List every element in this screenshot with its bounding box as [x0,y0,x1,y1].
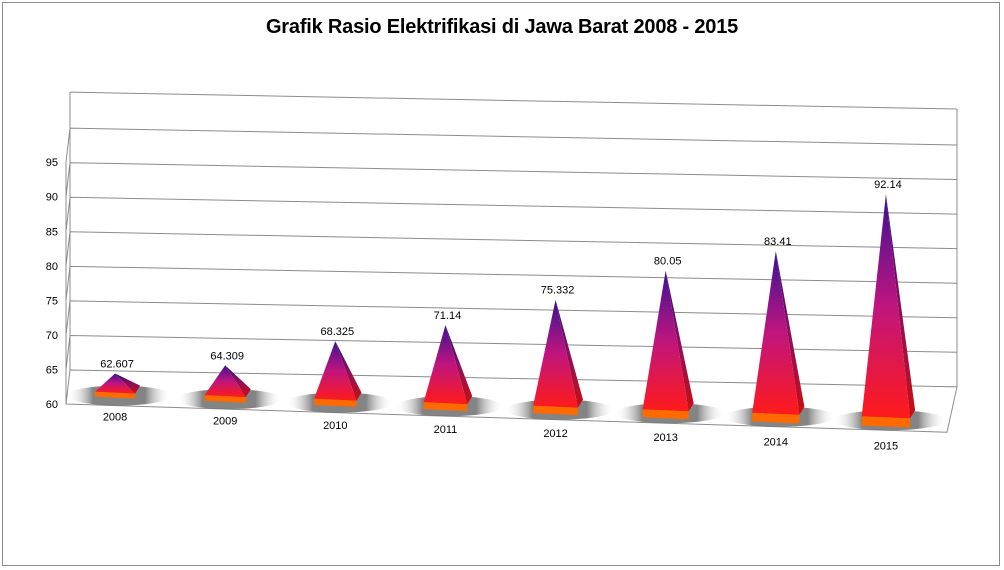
data-label: 92.14 [874,179,902,191]
pyramid-bar [861,194,916,428]
x-tick-label: 2014 [764,436,788,448]
gridline [65,162,958,197]
pyramid-bar [95,373,141,399]
pyramid-front-face [314,341,357,401]
pyramid-bar [642,270,694,420]
pyramid-front-face [204,365,246,398]
x-tick-label: 2011 [434,424,458,436]
y-tick-label: 90 [46,192,58,204]
x-tick-label: 2013 [653,432,677,444]
pyramid-side-face [775,250,805,415]
pyramid-side-face [225,365,251,398]
pyramid-bar [752,250,805,424]
y-tick-label: 70 [46,330,58,342]
pyramid-bar [204,365,251,403]
data-label: 83.41 [764,236,792,248]
back-wall-top-edge [69,91,958,110]
data-labels: 62.607 64.309 68.325 71.14 75.332 80.05 83.41 9… [100,179,901,370]
pyramid-side-face [335,341,362,401]
y-tick-label: 60 [46,399,58,411]
data-label: 71.14 [434,310,462,322]
x-axis-ticks: 2008 2009 2010 2011 2012 2013 2014 2015 [103,412,898,453]
pyramid-side-face [555,299,583,408]
x-tick-label: 2010 [323,420,347,432]
pyramid-series [95,194,916,428]
gridline [65,334,958,370]
x-tick-label: 2012 [543,428,567,440]
pyramid-front-face [861,194,911,419]
y-tick-label: 65 [46,364,58,376]
gridline [65,231,958,266]
data-label: 75.332 [541,285,575,297]
pyramid-base-plate [423,402,468,411]
pyramid-base-plate [95,391,136,399]
y-tick-label: 95 [46,157,58,169]
y-tick-label: 80 [46,261,58,273]
pyramid-base-plate [533,405,578,416]
pyramid-bar [533,299,583,416]
gridline [65,127,958,163]
pyramid-front-face [423,325,468,405]
gridline [65,300,958,335]
pyramid-base-plate [752,412,800,424]
pyramid-side-face [115,373,141,394]
x-tick-label: 2009 [213,416,237,428]
data-label: 62.607 [100,359,134,371]
pyramid-front-face [752,250,800,415]
x-tick-label: 2015 [874,440,898,452]
data-label: 64.309 [210,350,244,362]
x-tick-label: 2008 [103,412,127,424]
pyramid-bar [423,325,473,411]
gridline [65,196,958,232]
data-label: 68.325 [320,326,354,338]
data-label: 80.05 [654,256,682,268]
pyramid-side-face [665,270,694,412]
y-tick-label: 75 [46,295,58,307]
pyramid-base-plate [204,395,246,403]
pyramid-front-face [95,373,136,394]
pyramid-bar [314,341,362,407]
chart-title: Grafik Rasio Elektrifikasi di Jawa Barat… [265,16,739,38]
pyramid-base-plate [642,409,689,420]
pyramid-front-face [533,299,578,408]
pyramid-base-plate [314,398,357,407]
gridlines [65,127,958,370]
y-axis-ticks: 60 65 70 75 80 85 90 95 [46,157,58,411]
pyramid-base-plate [861,416,911,428]
chart-walls [65,91,958,433]
gridline [65,265,958,301]
pyramid-side-face [445,325,473,405]
pyramid-side-face [885,194,916,419]
y-tick-label: 85 [46,226,58,238]
pyramid-front-face [642,270,689,412]
